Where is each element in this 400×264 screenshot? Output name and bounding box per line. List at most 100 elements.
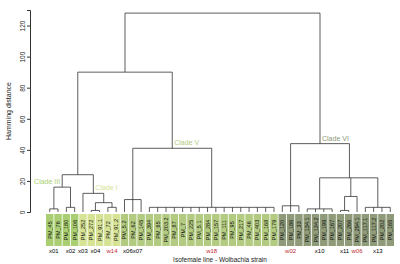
branch-horizontal xyxy=(291,143,350,144)
y-tick-label: 60 xyxy=(19,115,26,123)
y-axis: 020406080100120 xyxy=(19,11,31,215)
leaf-label: PM_117.2 xyxy=(371,218,377,243)
branch-vertical xyxy=(49,209,50,212)
leaf-label: PM_76 xyxy=(55,221,61,238)
leaf-box xyxy=(204,214,211,246)
leaf-label: PM_5.2 xyxy=(121,221,127,240)
leaf-label: PM_394 xyxy=(146,220,152,241)
branch-horizontal xyxy=(66,207,74,208)
branch-vertical xyxy=(91,210,92,212)
branch-horizontal xyxy=(365,207,390,208)
branch-vertical xyxy=(149,207,150,212)
leaf-box xyxy=(71,214,78,246)
branch-vertical xyxy=(290,144,291,206)
y-axis-title: Hamming distance xyxy=(5,82,13,140)
branch-vertical xyxy=(211,148,212,207)
branch-vertical xyxy=(70,187,71,207)
leaf-box xyxy=(387,214,394,246)
branch-horizontal xyxy=(133,148,212,149)
leaf-box xyxy=(162,214,169,246)
strain-label: x10 xyxy=(315,248,325,254)
branch-horizontal xyxy=(149,207,274,208)
branch-vertical xyxy=(390,207,391,212)
leaf-box xyxy=(121,214,128,246)
leaf-box xyxy=(237,214,244,246)
leaf-label: PM_87 xyxy=(171,221,177,238)
leaf-box xyxy=(63,214,70,246)
leaf-box xyxy=(129,214,136,246)
leaf-box xyxy=(337,214,344,246)
y-tick: 100 xyxy=(19,51,30,62)
branch-horizontal xyxy=(54,187,71,188)
y-tick-label: 80 xyxy=(19,84,26,92)
leaf-box xyxy=(154,214,161,246)
clade-label: Clade III xyxy=(34,178,60,185)
leaf-label: PM_134.2 xyxy=(313,217,319,242)
branch-vertical xyxy=(116,207,117,212)
leaf-label: PM_134.1 xyxy=(304,217,310,242)
leaf-label: PM_167 xyxy=(329,220,335,241)
leaf-box xyxy=(262,214,269,246)
leaf-box xyxy=(146,214,153,246)
leaf-label: PM_117.1 xyxy=(362,218,368,243)
branch-vertical xyxy=(141,200,142,212)
leaf-label: PM_225 xyxy=(188,220,194,241)
branch-vertical xyxy=(66,207,67,212)
branch-vertical xyxy=(112,203,113,208)
branch-vertical xyxy=(290,206,291,212)
strain-label: x13 xyxy=(373,248,383,254)
leaf-label: PM_120 xyxy=(279,220,285,241)
branch-vertical xyxy=(199,207,200,212)
leaf-label: PM_65 xyxy=(155,221,161,238)
branch-vertical xyxy=(282,206,283,212)
branch-horizontal xyxy=(62,174,93,175)
leaf-box xyxy=(79,214,86,246)
branch-vertical xyxy=(377,178,378,208)
branch-horizontal xyxy=(50,208,58,209)
chart: PM_45PM_76PM_180PM_106PM_252PM_272PM_91.… xyxy=(0,0,400,264)
leaf-label: PM_217 xyxy=(238,220,244,241)
branch-horizontal xyxy=(340,210,348,211)
branch-vertical xyxy=(319,178,320,209)
clade-labels: Clade VIClade VClade IIIClade I xyxy=(34,135,349,192)
branch-vertical xyxy=(224,207,225,212)
y-tick-mark xyxy=(27,181,30,182)
strain-label: x06x07 xyxy=(123,248,143,254)
branch-vertical xyxy=(207,207,208,212)
strain-label: x11 xyxy=(340,248,350,254)
branch-horizontal xyxy=(125,13,320,14)
branch-vertical xyxy=(107,207,108,212)
branch-horizontal xyxy=(91,210,99,211)
leaf-box xyxy=(295,214,302,246)
leaf-box xyxy=(254,214,261,246)
leaf-label: PM_252 xyxy=(80,220,86,241)
y-tick-label: 120 xyxy=(19,20,26,31)
branch-horizontal xyxy=(78,72,172,73)
chart-container: PM_45PM_76PM_180PM_106PM_252PM_272PM_91.… xyxy=(0,0,400,264)
clade-label: Clade VI xyxy=(322,135,349,142)
branch-vertical xyxy=(95,203,96,211)
y-tick-mark xyxy=(27,212,30,213)
leaf-box xyxy=(345,214,352,246)
leaf-label: PM_165 xyxy=(387,220,393,241)
y-tick: 120 xyxy=(19,20,30,31)
branch-vertical xyxy=(125,13,126,72)
leaf-box xyxy=(88,214,95,246)
y-tick-label: 40 xyxy=(19,146,26,154)
leaf-label: PM_106 xyxy=(72,220,78,241)
y-tick-mark xyxy=(27,119,30,120)
branch-horizontal xyxy=(108,207,116,208)
leaf-box xyxy=(353,214,360,246)
leaf-label: PM_186 xyxy=(288,220,294,241)
y-tick-mark xyxy=(27,57,30,58)
leaf-label: PM_145 xyxy=(138,220,144,241)
branch-vertical xyxy=(62,175,63,187)
y-tick-mark xyxy=(27,88,30,89)
branch-vertical xyxy=(172,72,173,148)
branch-vertical xyxy=(77,72,78,175)
strain-label: x04 xyxy=(91,248,101,254)
branch-horizontal xyxy=(345,196,357,197)
leaf-box xyxy=(303,214,310,246)
leaf-label: PM_95 xyxy=(229,221,235,238)
leaf-label: PM_202 xyxy=(379,220,385,241)
